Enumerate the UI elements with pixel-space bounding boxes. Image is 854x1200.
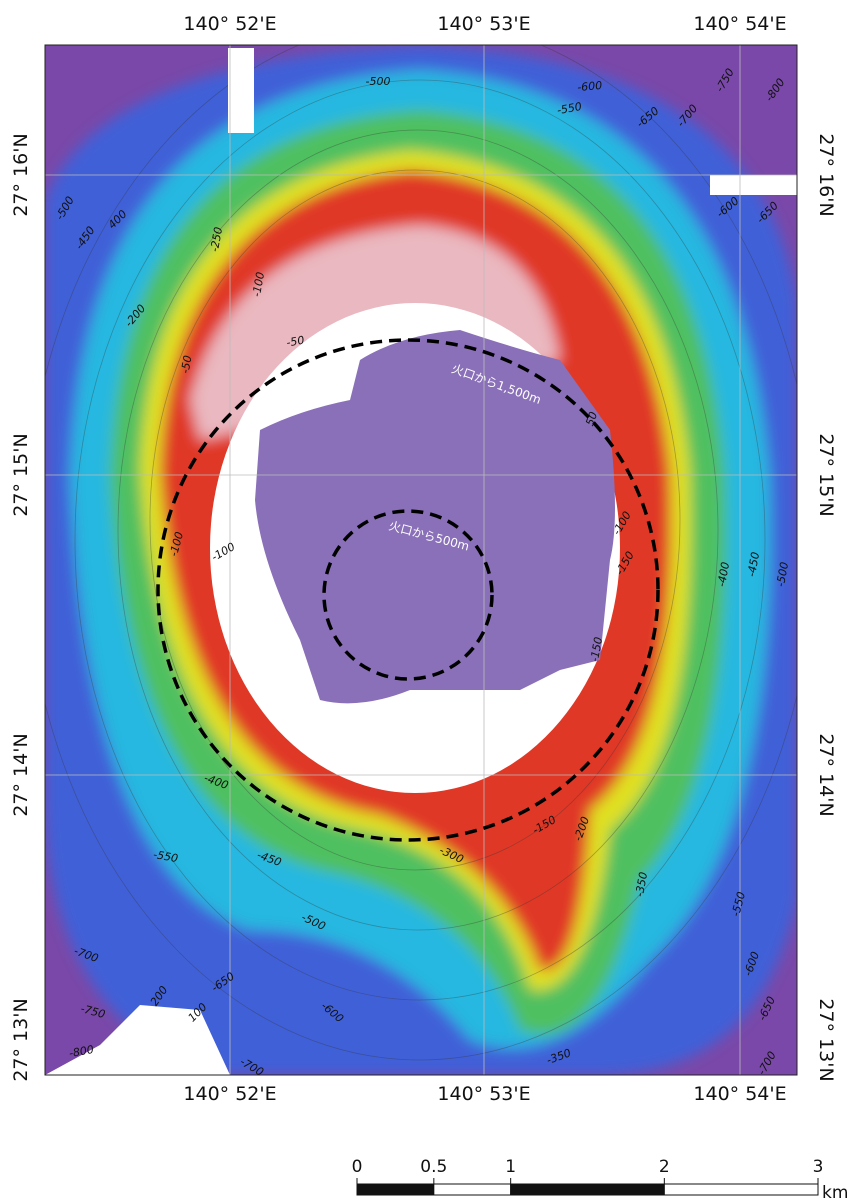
map: 火口から1,500m 火口から500m 140° 52'E 140° 52'E 14… [0,0,854,1200]
scale-tick-label: 0 [352,1157,363,1177]
scale-tick-label: 0.5 [420,1157,447,1177]
page-body: {"graticule": { "longitudes": ["140° 52'… [0,0,854,1200]
bathymetry: 火口から1,500m 火口から500m [25,20,815,1075]
scale-segment [511,1184,665,1195]
scale-bar: 0 0.5 1 2 3 km [352,1157,849,1200]
longitude-label: 140° 53'E [437,13,530,35]
latitude-label: 27° 13'N [10,998,32,1081]
longitude-label: 140° 52'E [183,13,276,35]
scale-segment [357,1184,434,1195]
longitude-label: 140° 54'E [693,1083,786,1105]
latitude-label: 27° 16'N [815,133,837,216]
longitude-label: 140° 54'E [693,13,786,35]
scale-tick-label: 3 [813,1157,824,1177]
latitude-label: 27° 15'N [10,433,32,516]
latitude-label: 27° 16'N [10,133,32,216]
longitude-label: 140° 53'E [437,1083,530,1105]
latitude-label: 27° 14'N [815,733,837,816]
scale-tick-label: 2 [659,1157,670,1177]
scale-unit: km [822,1183,848,1200]
contour-label: -500 [366,75,391,88]
scale-segment [434,1184,511,1195]
page: Bathymetric map html, body { margin: 0; … [0,0,854,1200]
longitude-label: 140° 52'E [183,1083,276,1105]
contour-label: -600 [577,79,603,94]
latitude-label: 27° 14'N [10,733,32,816]
no-data-patch [228,48,254,133]
scale-segment [664,1184,818,1195]
no-data-patch [710,175,797,195]
latitude-label: 27° 15'N [815,433,837,516]
scale-tick-label: 1 [505,1157,516,1177]
latitude-label: 27° 13'N [815,998,837,1081]
